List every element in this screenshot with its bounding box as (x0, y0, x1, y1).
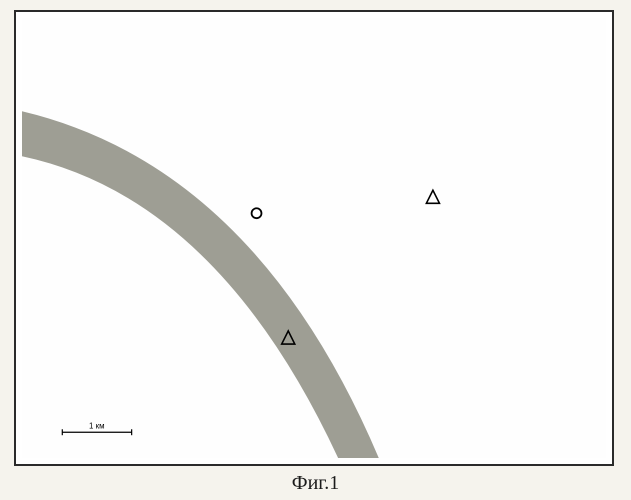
scale-bar: 1 км (62, 421, 131, 435)
figure-outer-frame: 1 км (14, 10, 614, 466)
figure-caption: Фиг.1 (0, 472, 631, 495)
marker-triangle-icon (426, 190, 439, 203)
arc-band (22, 107, 389, 458)
scale-bar-label: 1 км (89, 421, 105, 430)
marker-circle-icon (252, 208, 262, 218)
plot-area: 1 км (22, 18, 606, 458)
plot-svg: 1 км (22, 18, 606, 458)
